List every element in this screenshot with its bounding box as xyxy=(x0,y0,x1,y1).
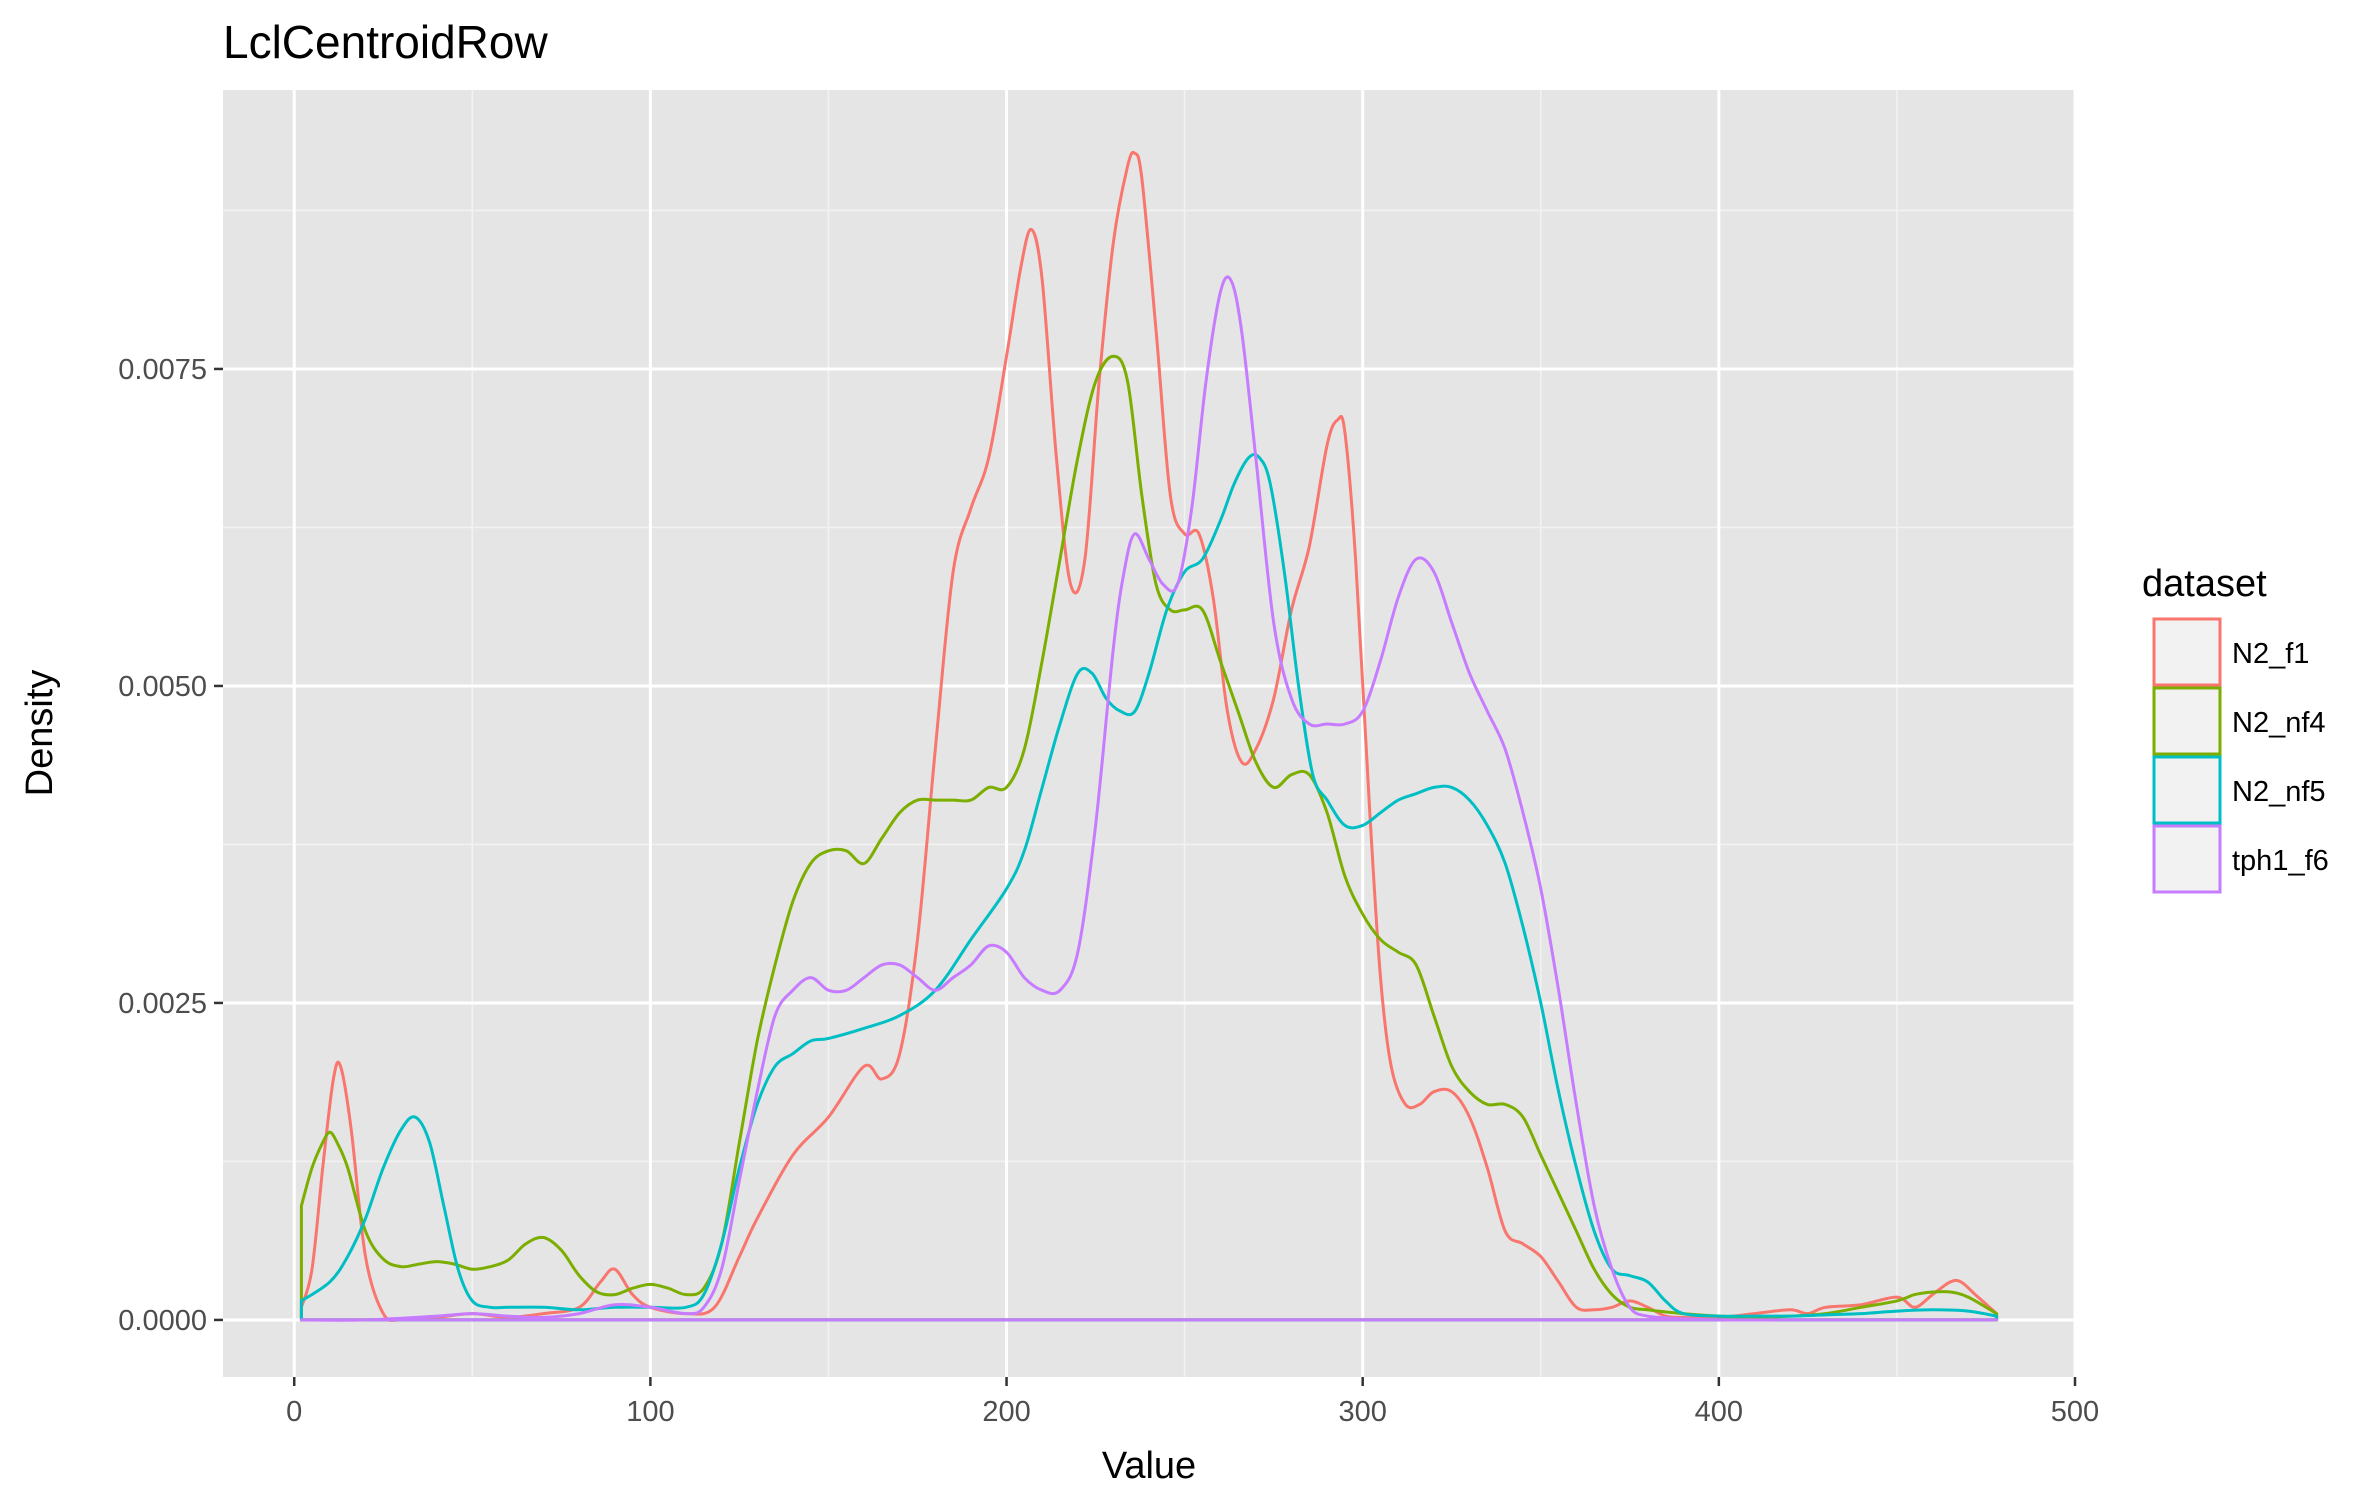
major-gridlines xyxy=(223,90,2077,1377)
legend: dataset N2_f1 N2_nf4 N2_nf5 tph1_f6 xyxy=(2142,563,2329,894)
y-tick-label: 0.0025 xyxy=(118,988,207,1020)
density-line-n2-f1 xyxy=(299,150,1999,1322)
y-tick-label: 0.0050 xyxy=(118,671,207,703)
x-axis: 0 100 200 300 400 500 xyxy=(286,1377,2099,1428)
density-line-n2-nf5 xyxy=(299,453,1999,1322)
chart-title: LclCentroidRow xyxy=(223,16,548,68)
y-tick-label: 0.0000 xyxy=(118,1305,207,1337)
x-tick-label: 100 xyxy=(626,1396,674,1428)
x-tick-label: 200 xyxy=(982,1396,1030,1428)
minor-gridlines xyxy=(223,90,2075,1377)
legend-label-n2-f1: N2_f1 xyxy=(2232,638,2309,670)
y-axis: 0.0000 0.0025 0.0050 0.0075 xyxy=(118,354,223,1337)
x-tick-label: 300 xyxy=(1338,1396,1386,1428)
density-line-n2-nf4 xyxy=(299,354,1999,1322)
density-lines xyxy=(299,150,1999,1322)
x-tick-label: 0 xyxy=(286,1396,302,1428)
legend-key-tph1-f6 xyxy=(2152,824,2222,894)
legend-keys: N2_f1 N2_nf4 N2_nf5 tph1_f6 xyxy=(2152,617,2329,894)
density-line-tph1-f6 xyxy=(299,275,1999,1322)
x-tick-label: 400 xyxy=(1695,1396,1743,1428)
legend-key-n2-f1 xyxy=(2152,617,2222,687)
legend-key-n2-nf5 xyxy=(2152,755,2222,825)
legend-label-n2-nf4: N2_nf4 xyxy=(2232,707,2326,739)
x-axis-title: Value xyxy=(1102,1445,1196,1487)
legend-key-n2-nf4 xyxy=(2152,686,2222,756)
legend-title: dataset xyxy=(2142,563,2267,605)
legend-label-tph1-f6: tph1_f6 xyxy=(2232,845,2329,877)
legend-label-n2-nf5: N2_nf5 xyxy=(2232,776,2326,808)
y-tick-label: 0.0075 xyxy=(118,354,207,386)
y-axis-title: Density xyxy=(19,670,61,797)
plot-panel xyxy=(223,90,2075,1377)
x-tick-label: 500 xyxy=(2051,1396,2099,1428)
